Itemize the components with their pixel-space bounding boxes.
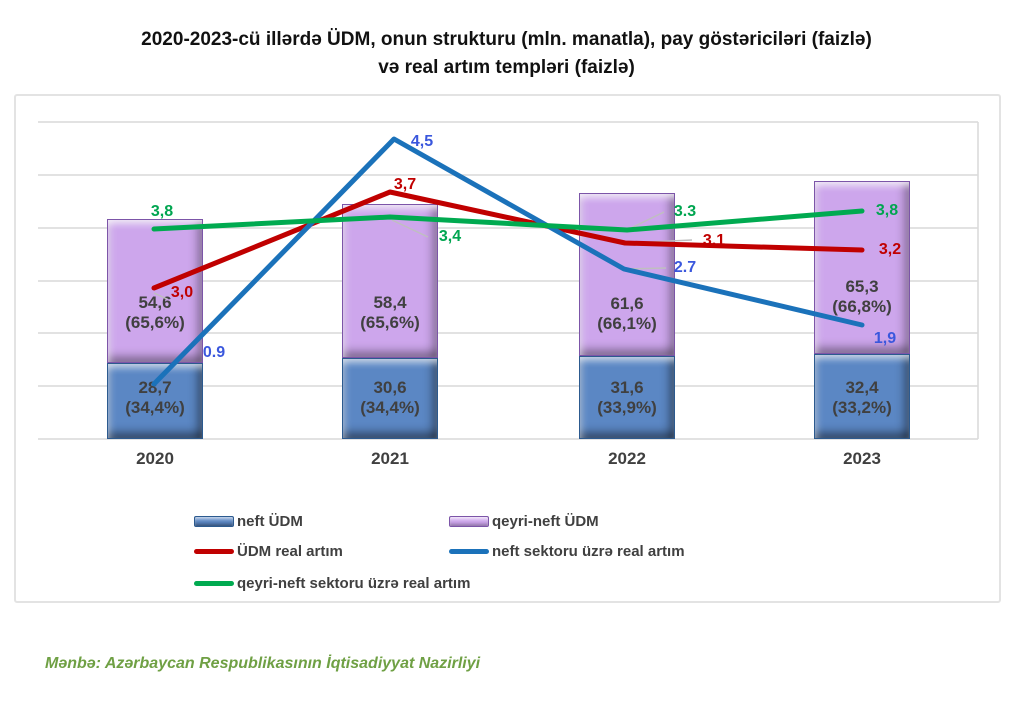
label-oil-2020: 28,7 (34,4%) bbox=[125, 378, 185, 417]
gdp-growth-label-2022: 3.1 bbox=[702, 232, 726, 249]
chart-title-line2: və real artım templəri (faizlə) bbox=[378, 57, 635, 78]
bar-nonoil-2021 bbox=[342, 204, 438, 358]
x-label-2021: 2021 bbox=[371, 449, 409, 468]
bar-oil-2023 bbox=[814, 354, 910, 439]
growth-lines bbox=[151, 136, 865, 387]
nonoil-growth-label-2023: 3,8 bbox=[875, 202, 899, 219]
chart-title-line1: 2020-2023-cü illərdə ÜDM, onun strukturu… bbox=[141, 29, 872, 50]
source-note: Mənbə: Azərbaycan Respublikasının İqtisa… bbox=[45, 655, 481, 672]
legend-item-oil-growth: neft sektoru üzrə real artım bbox=[449, 543, 685, 560]
label-nonoil-2023: 65,3 (66,8%) bbox=[832, 277, 892, 316]
nonoil-growth-line bbox=[151, 208, 865, 233]
label-oil-2022: 31,6 (33,9%) bbox=[597, 378, 657, 417]
bar-oil-2022 bbox=[579, 356, 675, 439]
oil-bar-swatch-icon bbox=[194, 516, 234, 527]
chart-panel: 54,6 (65,6%) 28,7 (34,4%) 58,4 (65,6%) 3… bbox=[14, 94, 1001, 603]
leader-gdp-2020 bbox=[153, 292, 168, 300]
oil-growth-line-swatch-icon bbox=[449, 549, 489, 554]
gdp-growth-label-2020: 3,0 bbox=[170, 284, 194, 301]
gdp-growth-label-2023: 3,2 bbox=[878, 241, 902, 258]
oil-growth-label-2023: 1,9 bbox=[873, 330, 897, 347]
oil-growth-label-2021: 4,5 bbox=[410, 133, 434, 150]
oil-growth-label-2020: 0.9 bbox=[202, 344, 226, 361]
nonoil-bar-swatch-icon bbox=[449, 516, 489, 527]
nonoil-growth-label-2020: 3,8 bbox=[150, 203, 174, 220]
legend-item-nonoil-udm: qeyri-neft ÜDM bbox=[449, 513, 599, 530]
bar-nonoil-2022 bbox=[579, 193, 675, 356]
legend-item-oil-udm: neft ÜDM bbox=[194, 513, 303, 530]
label-oil-2021: 30,6 (34,4%) bbox=[360, 378, 420, 417]
oil-growth-label-2022: 2.7 bbox=[673, 259, 697, 276]
bar-oil-2020 bbox=[107, 363, 203, 439]
label-nonoil-2021: 58,4 (65,6%) bbox=[360, 293, 420, 332]
label-oil-2023: 32,4 (33,2%) bbox=[832, 378, 892, 417]
nonoil-growth-label-2021: 3,4 bbox=[438, 228, 462, 245]
legend-item-nonoil-growth: qeyri-neft sektoru üzrə real artım bbox=[194, 575, 470, 592]
chart-title: 2020-2023-cü illərdə ÜDM, onun strukturu… bbox=[0, 26, 1013, 82]
leader-nonoil-growth-2022 bbox=[628, 211, 665, 230]
nonoil-growth-label-2022: 3.3 bbox=[673, 203, 697, 220]
x-label-2022: 2022 bbox=[608, 449, 646, 468]
x-label-2020: 2020 bbox=[136, 449, 174, 468]
bar-nonoil-2020 bbox=[107, 219, 203, 363]
oil-growth-line bbox=[151, 136, 865, 387]
nonoil-growth-line-swatch-icon bbox=[194, 581, 234, 586]
bar-oil-2021 bbox=[342, 358, 438, 439]
label-nonoil-2022: 61,6 (66,1%) bbox=[597, 294, 657, 333]
gdp-growth-line bbox=[151, 189, 865, 291]
gdp-growth-line-swatch-icon bbox=[194, 549, 234, 554]
gdp-growth-label-2021: 3,7 bbox=[393, 176, 417, 193]
legend-item-gdp-growth: ÜDM real artım bbox=[194, 543, 343, 560]
leader-nonoil-growth-2021 bbox=[391, 219, 429, 238]
x-label-2023: 2023 bbox=[843, 449, 881, 468]
